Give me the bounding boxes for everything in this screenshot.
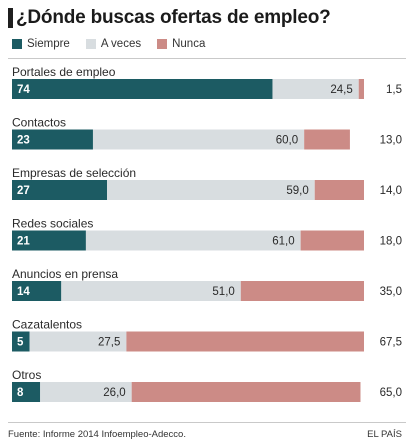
value-label-a-veces-otros: 26,0 bbox=[103, 387, 125, 399]
value-label-nunca-otros: 65,0 bbox=[380, 387, 402, 399]
value-label-a-veces-redes-sociales: 61,0 bbox=[272, 236, 294, 248]
bar-siempre-contactos bbox=[12, 129, 93, 150]
legend-label-a-veces: A veces bbox=[100, 38, 142, 50]
bar-nunca-cazatalentos bbox=[126, 331, 365, 352]
value-label-siempre-cazatalentos: 5 bbox=[17, 337, 24, 349]
category-label-empresas-de-seleccion: Empresas de selección bbox=[12, 166, 136, 180]
bar-siempre-empresas-de-seleccion bbox=[12, 180, 108, 200]
bar-siempre-redes-sociales bbox=[12, 230, 86, 251]
bar-a-veces-otros bbox=[40, 382, 132, 402]
value-label-a-veces-anuncios-en-prensa: 51,0 bbox=[212, 286, 234, 298]
brand-label: EL PAÍS bbox=[367, 429, 402, 440]
category-label-cazatalentos: Cazatalentos bbox=[12, 318, 82, 332]
value-label-a-veces-cazatalentos: 27,5 bbox=[98, 337, 120, 349]
bar-a-veces-anuncios-en-prensa bbox=[61, 281, 241, 301]
bar-siempre-portales-de-empleo bbox=[12, 79, 273, 99]
value-label-a-veces-empresas-de-seleccion: 59,0 bbox=[286, 185, 308, 197]
bar-nunca-empresas-de-seleccion bbox=[314, 180, 364, 200]
value-label-siempre-otros: 8 bbox=[17, 387, 24, 399]
value-label-nunca-cazatalentos: 67,5 bbox=[380, 337, 402, 349]
value-label-a-veces-portales-de-empleo: 24,5 bbox=[330, 84, 352, 96]
top-rule bbox=[8, 58, 406, 59]
bar-nunca-portales-de-empleo bbox=[358, 79, 364, 99]
bar-a-veces-empresas-de-seleccion bbox=[107, 180, 315, 200]
value-label-nunca-contactos: 13,0 bbox=[380, 135, 402, 147]
bottom-rule bbox=[8, 422, 406, 423]
category-label-contactos: Contactos bbox=[12, 116, 66, 130]
bar-siempre-anuncios-en-prensa bbox=[12, 281, 62, 301]
bar-a-veces-redes-sociales bbox=[85, 230, 301, 251]
legend-swatch-a-veces bbox=[85, 39, 96, 49]
title-accent-bar bbox=[8, 8, 13, 28]
legend-item-nunca: Nunca bbox=[157, 38, 205, 50]
bar-nunca-otros bbox=[131, 382, 361, 402]
value-label-siempre-portales-de-empleo: 74 bbox=[17, 84, 30, 96]
bar-nunca-redes-sociales bbox=[300, 230, 364, 251]
bar-nunca-contactos bbox=[304, 129, 350, 150]
category-label-redes-sociales: Redes sociales bbox=[12, 217, 93, 231]
legend: Siempre A veces Nunca bbox=[12, 37, 221, 51]
source-note: Fuente: Informe 2014 Infoempleo-Adecco. bbox=[8, 429, 186, 440]
value-label-nunca-redes-sociales: 18,0 bbox=[380, 236, 402, 248]
value-label-nunca-anuncios-en-prensa: 35,0 bbox=[380, 286, 402, 298]
bar-a-veces-cazatalentos bbox=[29, 331, 127, 352]
value-label-a-veces-contactos: 60,0 bbox=[276, 135, 298, 147]
category-label-anuncios-en-prensa: Anuncios en prensa bbox=[12, 267, 118, 281]
category-label-otros: Otros bbox=[12, 368, 41, 382]
legend-swatch-nunca bbox=[157, 39, 168, 49]
legend-label-siempre: Siempre bbox=[27, 38, 70, 50]
value-label-nunca-empresas-de-seleccion: 14,0 bbox=[380, 185, 402, 197]
bar-a-veces-contactos bbox=[92, 129, 305, 150]
legend-swatch-siempre bbox=[12, 39, 22, 49]
bar-siempre-otros bbox=[12, 382, 41, 402]
value-label-nunca-portales-de-empleo: 1,5 bbox=[386, 84, 402, 96]
value-label-siempre-redes-sociales: 21 bbox=[17, 236, 30, 248]
value-label-siempre-empresas-de-seleccion: 27 bbox=[17, 185, 30, 197]
value-label-siempre-contactos: 23 bbox=[17, 135, 30, 147]
bar-a-veces-portales-de-empleo bbox=[272, 79, 359, 99]
value-label-siempre-anuncios-en-prensa: 14 bbox=[17, 286, 30, 298]
category-label-portales-de-empleo: Portales de empleo bbox=[12, 65, 116, 79]
bar-siempre-cazatalentos bbox=[12, 331, 30, 352]
bar-nunca-anuncios-en-prensa bbox=[240, 281, 364, 301]
legend-item-a-veces: A veces bbox=[85, 38, 142, 50]
legend-label-nunca: Nunca bbox=[172, 38, 206, 50]
chart-title: ¿Dónde buscas ofertas de empleo? bbox=[16, 7, 331, 28]
legend-item-siempre: Siempre bbox=[12, 38, 70, 50]
